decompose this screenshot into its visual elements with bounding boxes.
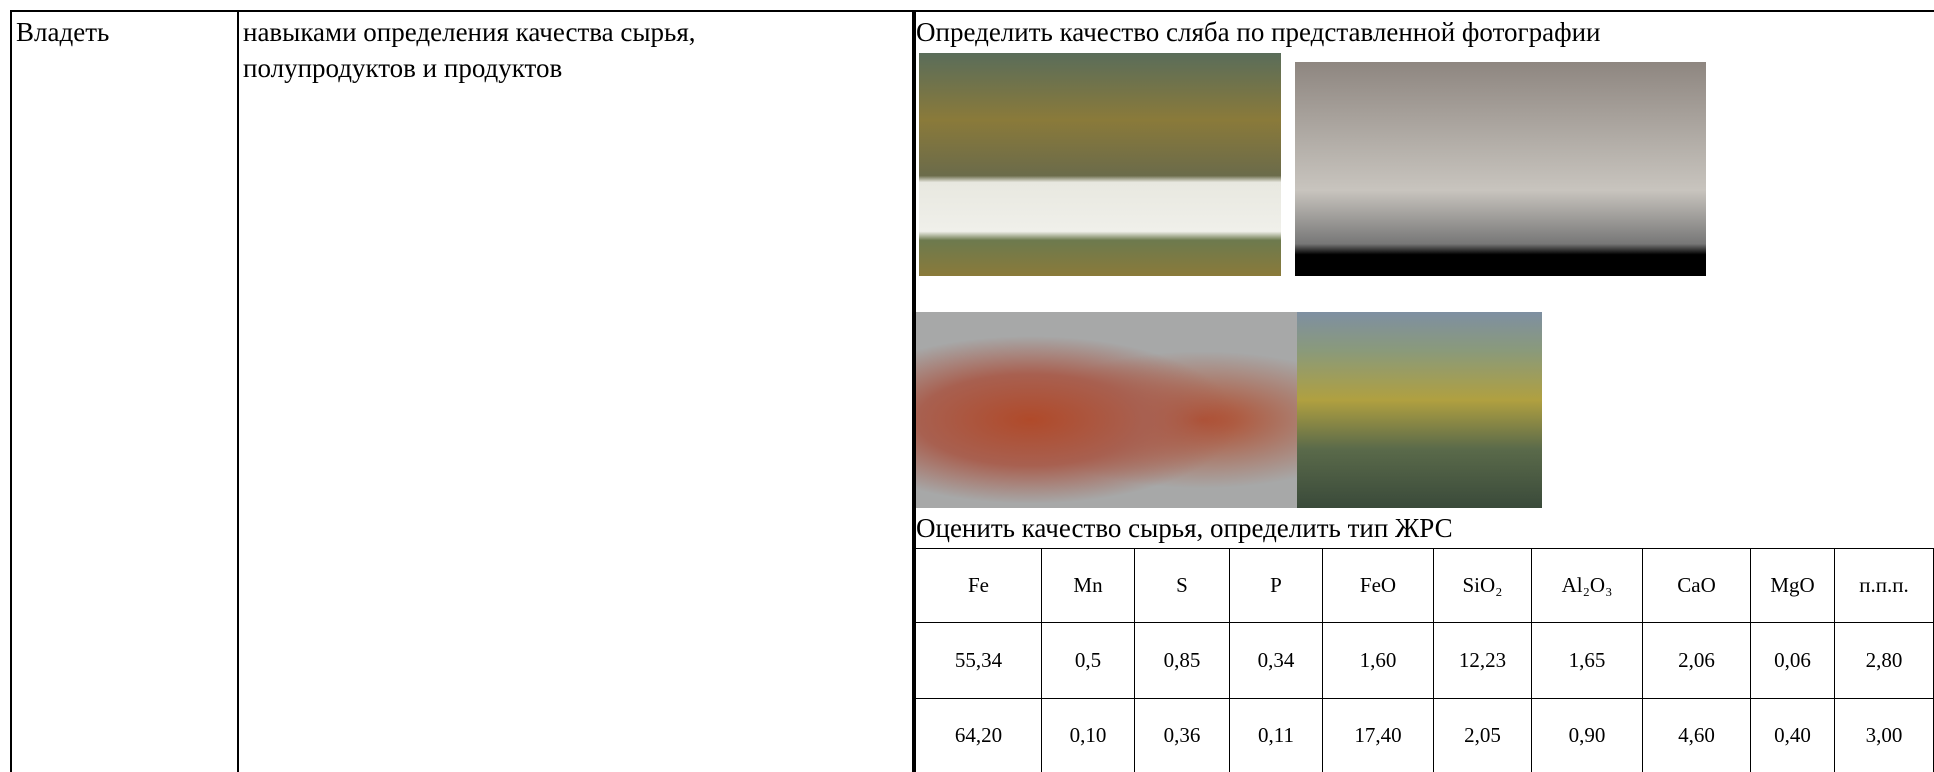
- header-cell: Mn: [1042, 549, 1135, 623]
- value-cell: 2,06: [1643, 623, 1751, 699]
- header-cell: п.п.п.: [1835, 549, 1934, 623]
- cell-action: Владеть: [16, 17, 110, 47]
- value-cell: 0,5: [1042, 623, 1135, 699]
- header-cell: SiO₂: [1434, 549, 1532, 623]
- value-cell: 2,80: [1835, 623, 1934, 699]
- column-border: [237, 10, 239, 772]
- value-cell: 1,60: [1323, 623, 1434, 699]
- photo: [916, 312, 1297, 508]
- value-cell: 0,90: [1532, 699, 1643, 772]
- value-cell: 0,06: [1751, 623, 1835, 699]
- value-cell: 0,85: [1135, 623, 1230, 699]
- header-cell: FeO: [1323, 549, 1434, 623]
- value-cell: 0,40: [1751, 699, 1835, 772]
- value-cell: 64,20: [916, 699, 1042, 772]
- header-cell: Al₂O₃: [1532, 549, 1643, 623]
- value-cell: 4,60: [1643, 699, 1751, 772]
- value-cell: 0,34: [1230, 623, 1323, 699]
- header-cell: P: [1230, 549, 1323, 623]
- photo: [1295, 62, 1706, 276]
- composition-table: Fe Mn S P FeO SiO₂ Al₂O₃ CaO MgO п.п.п. 55,34 0,5 0,…: [915, 548, 1934, 772]
- value-cell: 3,00: [1835, 699, 1934, 772]
- header-cell: MgO: [1751, 549, 1835, 623]
- column-border: [912, 10, 916, 772]
- header-cell: Fe: [916, 549, 1042, 623]
- value-cell: 0,10: [1042, 699, 1135, 772]
- column-border: [10, 10, 12, 772]
- value-cell: 2,05: [1434, 699, 1532, 772]
- value-cell: 0,11: [1230, 699, 1323, 772]
- value-cell: 17,40: [1323, 699, 1434, 772]
- task-text: Оценить качество сырья, определить тип Ж…: [916, 513, 1453, 543]
- cell-skill: навыками определения качества сырья, пол…: [243, 17, 696, 83]
- value-cell: 0,36: [1135, 699, 1230, 772]
- header-cell: CaO: [1643, 549, 1751, 623]
- task-text: Определить качество сляба по представлен…: [916, 17, 1601, 47]
- header-cell: S: [1135, 549, 1230, 623]
- value-cell: 1,65: [1532, 623, 1643, 699]
- photo: [1297, 312, 1542, 508]
- value-cell: 12,23: [1434, 623, 1532, 699]
- table-border-top: [10, 10, 1934, 12]
- value-cell: 55,34: [916, 623, 1042, 699]
- photo: [919, 53, 1281, 276]
